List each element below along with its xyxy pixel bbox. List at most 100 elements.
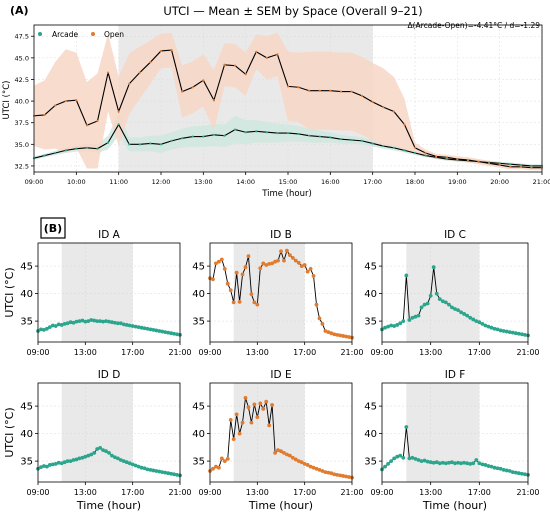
x-tick-label: 18:00 [406, 178, 425, 186]
data-point [231, 437, 236, 441]
data-point [471, 317, 476, 322]
mean-point-arcade [265, 131, 268, 134]
highlight-band [406, 243, 480, 342]
y-axis-label: UTCI (°C) [3, 267, 16, 317]
mean-point-arcade [509, 163, 512, 166]
x-tick-label: 21:00 [340, 488, 363, 497]
data-point [107, 450, 111, 455]
mean-point-arcade [138, 143, 141, 146]
data-point [498, 328, 503, 333]
overall-chart: 32.5 35.0 37.5 40.0 42.5 45.0 47.5 09:00 10:00 11… [15, 24, 550, 186]
data-point [127, 461, 132, 466]
data-point [486, 324, 491, 329]
data-point [74, 457, 79, 462]
x-axis-label: Time (hour) [422, 499, 487, 512]
mean-point-open [339, 90, 343, 93]
data-point [124, 460, 129, 465]
data-point [437, 461, 442, 466]
data-point [107, 319, 111, 324]
y-tick-label: 35 [20, 317, 33, 328]
data-point [516, 471, 521, 476]
mean-point-open [96, 119, 99, 123]
data-point [148, 327, 153, 332]
data-point [386, 461, 390, 466]
data-point [480, 321, 485, 326]
data-point [492, 326, 497, 331]
data-point [95, 447, 100, 451]
data-point [231, 300, 236, 305]
data-point [219, 456, 224, 461]
data-point [86, 453, 91, 458]
data-point [332, 332, 337, 337]
data-point [219, 257, 224, 262]
mean-point-open [212, 99, 216, 102]
panel-title: ID F [445, 369, 466, 381]
mean-point-open [128, 82, 131, 85]
data-point [237, 431, 242, 436]
mean-point-arcade [244, 131, 247, 134]
mean-point-open [360, 94, 364, 98]
mean-point-arcade [149, 142, 152, 145]
mean-point-arcade [202, 135, 205, 138]
panel-id-b: 09:00 13:00 17:00 21:00 35 40 45 ID B [192, 229, 363, 357]
x-tick-label: 13:00 [74, 348, 97, 357]
data-point [62, 321, 67, 326]
data-point [474, 319, 479, 323]
data-point [255, 415, 260, 419]
data-point [422, 302, 427, 307]
data-point [434, 291, 439, 296]
data-point [175, 472, 179, 477]
mean-point-open [191, 86, 194, 89]
data-point [431, 460, 436, 465]
data-point [383, 325, 387, 330]
data-point [89, 318, 94, 322]
data-point [308, 464, 313, 469]
data-point [110, 320, 114, 325]
panel-id-e: 09:00 13:00 17:00 21:00 35 40 45 ID E Time (hour… [192, 369, 363, 512]
data-point [83, 454, 88, 459]
mean-point-open [64, 99, 67, 103]
data-point [413, 314, 418, 319]
data-point [523, 472, 527, 477]
x-tick-label: 20:00 [490, 178, 509, 186]
data-point [243, 265, 248, 270]
data-point [290, 455, 295, 460]
mean-point-arcade [360, 139, 364, 142]
data-point [314, 302, 319, 307]
data-point [447, 460, 451, 465]
data-point [383, 464, 387, 469]
x-tick-label: 09:00 [370, 488, 393, 497]
x-tick-label: 13:00 [194, 178, 213, 186]
mean-point-arcade [159, 143, 163, 146]
data-point [443, 300, 448, 305]
data-point [145, 467, 150, 472]
data-point [160, 329, 165, 334]
panel-b-label-box: (B) [40, 217, 66, 239]
data-point [395, 454, 400, 459]
mean-point-arcade [329, 136, 332, 139]
mean-point-open [233, 64, 237, 67]
legend-arcade-label: Arcade [52, 30, 79, 39]
legend-arcade-marker [38, 32, 42, 36]
mean-point-arcade [350, 138, 353, 142]
data-point [495, 466, 500, 471]
data-point [344, 474, 348, 479]
data-point [44, 464, 49, 469]
x-tick-label: 09:00 [198, 348, 221, 357]
x-tick-label: 17:00 [468, 348, 491, 357]
x-tick-label: 10:00 [67, 178, 86, 186]
legend-open-marker [91, 32, 95, 36]
data-point [338, 473, 343, 478]
panel-id-f: 09:00 13:00 17:00 21:00 35 40 45 ID F Time (hour… [364, 369, 539, 512]
data-point [296, 459, 301, 463]
data-point [483, 463, 488, 467]
data-point [113, 320, 117, 325]
data-point [308, 266, 313, 271]
data-point [501, 468, 506, 472]
data-point [335, 472, 340, 477]
data-point [225, 457, 230, 461]
x-tick-label: 21:00 [516, 348, 539, 357]
data-point [276, 448, 280, 452]
data-point [246, 254, 251, 259]
